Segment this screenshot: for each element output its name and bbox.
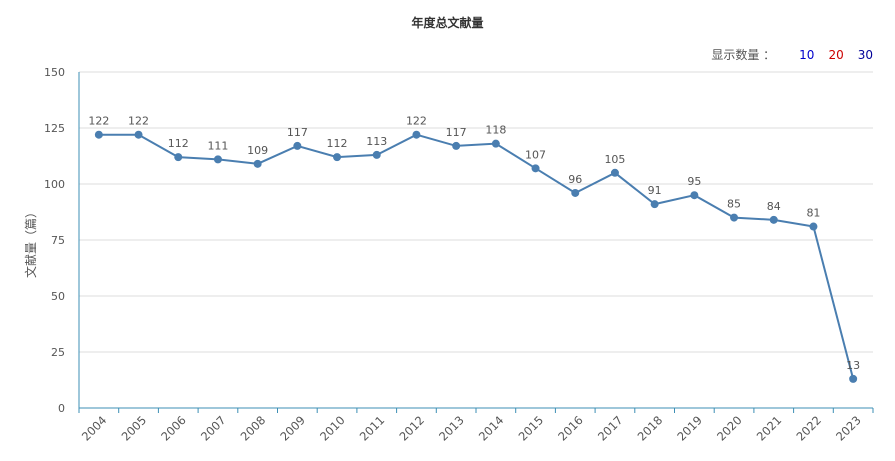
data-label: 85 [727, 198, 741, 211]
data-label: 107 [525, 148, 546, 161]
data-point[interactable] [610, 168, 619, 177]
data-label: 122 [88, 115, 109, 128]
data-label: 13 [846, 359, 860, 372]
x-tick-label: 2021 [754, 413, 785, 444]
x-tick-label: 2006 [158, 413, 189, 444]
x-tick-label: 2017 [595, 413, 626, 444]
data-label: 95 [687, 175, 701, 188]
data-point[interactable] [134, 130, 143, 139]
data-label: 81 [806, 207, 820, 220]
series-line [98, 133, 855, 380]
x-tick-label: 2009 [277, 413, 308, 444]
data-point[interactable] [174, 153, 183, 162]
data-point[interactable] [531, 164, 540, 173]
x-tick-label: 2023 [833, 413, 864, 444]
x-tick-label: 2005 [119, 413, 150, 444]
data-point[interactable] [372, 150, 381, 159]
x-tick-label: 2018 [635, 413, 666, 444]
series [94, 130, 858, 383]
x-tick-label: 2020 [714, 413, 745, 444]
data-point[interactable] [730, 213, 739, 222]
display-count-selector: 显示数量 ： 10 20 30 [711, 46, 873, 63]
x-tick-label: 2022 [793, 413, 824, 444]
data-label: 113 [366, 135, 387, 148]
data-label: 117 [287, 126, 308, 139]
y-axis-title: 文献量（篇） [23, 206, 38, 278]
count-option-10[interactable]: 10 [799, 47, 815, 62]
data-label: 111 [207, 139, 228, 152]
data-point[interactable] [333, 153, 342, 162]
data-label: 91 [648, 184, 662, 197]
count-option-20[interactable]: 20 [828, 47, 844, 62]
x-tick-label: 2019 [674, 413, 705, 444]
x-tick-label: 2010 [317, 413, 348, 444]
data-point[interactable] [650, 200, 659, 209]
x-tick-label: 2015 [516, 413, 547, 444]
data-label: 84 [767, 200, 781, 213]
x-tick-label: 2014 [476, 413, 507, 444]
x-tick-label: 2013 [436, 413, 467, 444]
data-point[interactable] [809, 222, 818, 231]
y-tick-label: 0 [58, 402, 65, 415]
y-tick-label: 25 [51, 346, 65, 359]
data-point[interactable] [690, 191, 699, 200]
chart-title: 年度总文献量 [411, 16, 484, 30]
data-point[interactable] [571, 188, 580, 197]
data-point[interactable] [452, 141, 461, 150]
data-label: 109 [247, 144, 268, 157]
data-labels: 122 122 112 111 109 117 112 113 122 117 118 107 96 10… [88, 115, 860, 372]
y-tick-label: 75 [51, 234, 65, 247]
data-point[interactable] [412, 130, 421, 139]
x-tick-label: 2012 [396, 413, 427, 444]
data-label: 96 [568, 173, 582, 186]
x-tick-label: 2008 [238, 413, 269, 444]
data-point[interactable] [213, 155, 222, 164]
y-tick-label: 150 [44, 66, 65, 79]
y-tick-label: 50 [51, 290, 65, 303]
y-tick-label: 125 [44, 122, 65, 135]
data-point[interactable] [94, 130, 103, 139]
data-label: 105 [604, 153, 625, 166]
data-point[interactable] [253, 159, 262, 168]
data-label: 117 [446, 126, 467, 139]
data-point[interactable] [849, 374, 858, 383]
x-tick-label: 2007 [198, 413, 229, 444]
grid-lines [79, 71, 873, 353]
x-tick-label: 2004 [79, 413, 110, 444]
data-label: 118 [485, 124, 506, 137]
axes: 0 25 50 75 100 125 150 2004 2005 2006 2007 2008 2009… [44, 66, 874, 444]
data-label: 112 [327, 137, 348, 150]
data-label: 112 [168, 137, 189, 150]
x-tick-label: 2016 [555, 413, 586, 444]
data-point[interactable] [491, 139, 500, 148]
data-point[interactable] [769, 215, 778, 224]
x-tick-label: 2011 [357, 413, 388, 444]
data-point[interactable] [293, 141, 302, 150]
y-tick-label: 100 [44, 178, 65, 191]
display-count-label: 显示数量 ： [711, 48, 776, 62]
data-label: 122 [128, 115, 149, 128]
data-label: 122 [406, 115, 427, 128]
count-option-30[interactable]: 30 [857, 47, 873, 62]
